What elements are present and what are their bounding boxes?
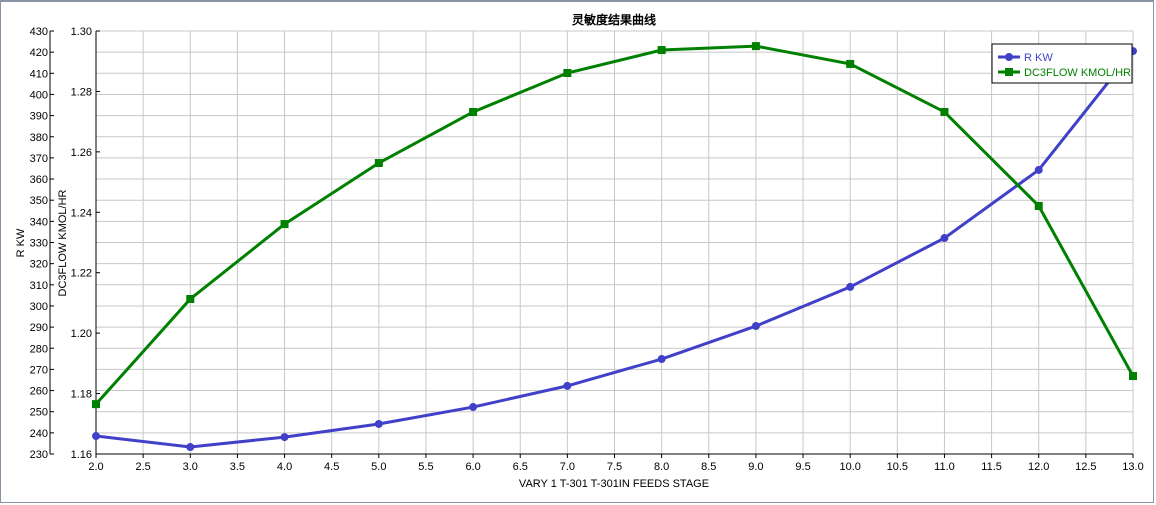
y-axis-label-left: R KW [15,228,27,257]
series-line-1 [94,44,1135,406]
legend-marker [1005,68,1013,76]
y-second-tick-label: 1.24 [71,207,92,219]
y-second-tick-label: 1.30 [71,26,92,38]
x-tick-label: 4.0 [277,461,292,473]
x-tick-label: 4.5 [324,461,339,473]
x-axis-label: VARY 1 T-301 T-301IN FEEDS STAGE [519,478,709,490]
series-line-0 [95,50,1135,449]
y-left-tick-label: 430 [30,26,48,38]
y-left-tick-label: 330 [30,238,48,250]
y-left-tick-label: 410 [30,68,48,80]
x-tick-label: 9.5 [795,461,810,473]
x-tick-label: 13.0 [1122,461,1143,473]
y-left-tick-label: 390 [30,111,48,123]
data-point [563,381,572,390]
y-left-tick-label: 400 [30,89,48,101]
y-second-tick-label: 1.28 [71,86,92,98]
data-point [846,282,855,291]
legend-label: R KW [1024,52,1053,64]
x-tick-label: 5.0 [371,461,386,473]
data-point [846,59,855,68]
x-tick-label: 8.0 [654,461,669,473]
y-left-tick-label: 320 [30,259,48,271]
y-second-tick-label: 1.18 [71,389,92,401]
data-point [657,355,666,364]
x-tick-label: 7.0 [560,461,575,473]
data-point [1129,372,1137,381]
x-tick-label: 10.0 [839,461,860,473]
data-point [469,403,478,412]
y-left-tick-label: 260 [30,386,48,398]
x-tick-label: 7.5 [607,461,622,473]
data-point [751,322,760,331]
legend-label: DC3FLOW KMOL/HR [1024,67,1131,79]
y-second-tick-label: 1.20 [71,328,92,340]
y-left-tick-label: 240 [30,428,48,440]
data-point [469,107,478,116]
data-point [374,159,383,168]
y-left-tick-label: 370 [30,153,48,165]
x-tick-label: 2.5 [135,461,150,473]
data-point [563,68,572,77]
x-tick-label: 12.5 [1075,461,1096,473]
data-point [657,46,666,55]
y-left-tick-label: 280 [30,343,48,355]
x-tick-label: 3.0 [183,461,198,473]
data-point [186,295,195,304]
y-left-tick-label: 420 [30,47,48,59]
data-point [751,42,760,51]
y-second-tick-label: 1.22 [71,268,92,280]
y-left-tick-label: 350 [30,195,48,207]
data-point [186,443,195,452]
x-tick-label: 10.5 [887,461,908,473]
data-point [280,220,289,229]
y-left-tick-label: 270 [30,364,48,376]
y-left-tick-label: 360 [30,174,48,186]
y-second-tick-label: 1.16 [71,449,92,461]
x-tick-label: 8.5 [701,461,716,473]
x-tick-label: 12.0 [1028,461,1049,473]
y-second-tick-label: 1.26 [71,147,92,159]
x-tick-label: 2.0 [88,461,103,473]
y-left-tick-label: 300 [30,301,48,313]
x-tick-label: 5.5 [418,461,433,473]
data-point [92,400,100,409]
data-point [1034,165,1043,174]
y-left-tick-label: 340 [30,216,48,228]
data-point [1034,201,1043,210]
data-point [374,419,383,428]
x-tick-label: 9.0 [748,461,763,473]
y-left-tick-label: 310 [30,280,48,292]
data-point [940,234,949,243]
legend-marker [1005,53,1013,61]
legend-box [991,43,1133,84]
x-tick-label: 6.0 [465,461,480,473]
y-left-tick-label: 380 [30,132,48,144]
legend: R KW DC3FLOW KMOL/HR [991,43,1133,84]
y-left-tick-label: 250 [30,407,48,419]
x-tick-label: 11.0 [934,461,955,473]
data-point [280,433,289,442]
data-point [940,107,949,116]
x-tick-label: 11.5 [981,461,1002,473]
x-tick-label: 6.5 [513,461,528,473]
chart-title: 灵敏度结果曲线 [572,12,656,27]
data-point [92,432,100,441]
x-tick-label: 3.5 [230,461,245,473]
y-left-tick-label: 230 [30,449,48,461]
y-left-tick-label: 290 [30,322,48,334]
y-axis-label-second: DC3FLOW KMOL/HR [57,189,69,296]
